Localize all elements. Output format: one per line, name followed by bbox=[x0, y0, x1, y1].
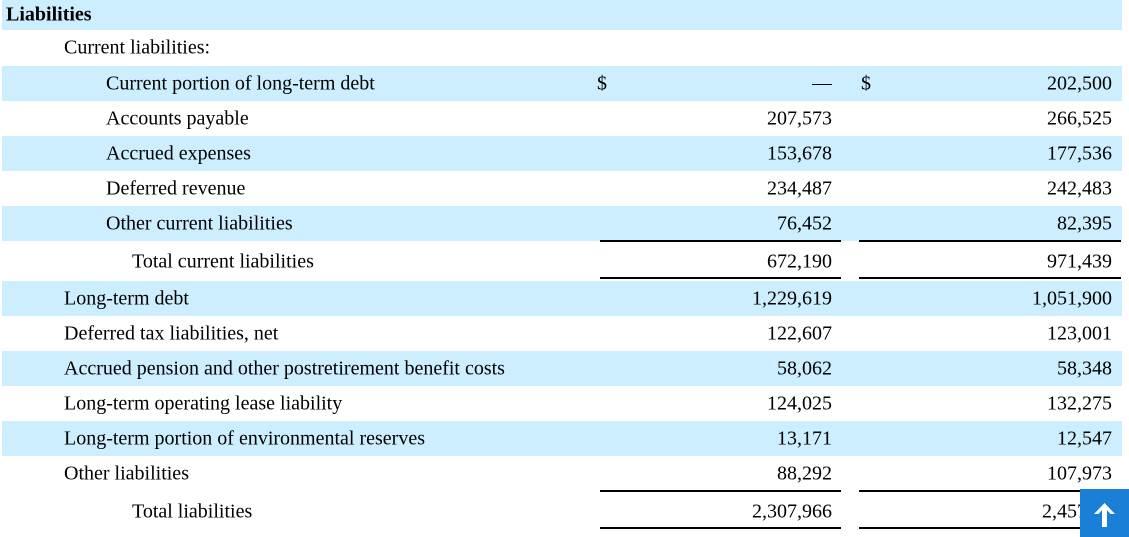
table-row: Accrued pension and other postretirement… bbox=[2, 351, 1122, 386]
value-col1: 124,025 bbox=[767, 392, 832, 414]
value-col1: 153,678 bbox=[767, 142, 832, 164]
row-label: Accounts payable bbox=[106, 107, 249, 129]
table-row: Accrued expenses 153,678 177,536 bbox=[2, 136, 1122, 171]
value-col1: 207,573 bbox=[767, 107, 832, 129]
row-label: Accrued expenses bbox=[106, 142, 251, 164]
table-row: Other current liabilities 76,452 82,395 bbox=[2, 206, 1122, 241]
value-col1: 2,307,966 bbox=[752, 500, 832, 522]
total-rule bbox=[859, 527, 1080, 529]
row-label: Long-term debt bbox=[64, 287, 189, 309]
row-label: Deferred revenue bbox=[106, 177, 246, 199]
value-col2: 132,275 bbox=[1047, 392, 1112, 414]
row-label: Deferred tax liabilities, net bbox=[64, 322, 279, 344]
subtotal-rule bbox=[600, 490, 841, 492]
value-col2: 1,051,900 bbox=[1032, 287, 1112, 309]
value-col1: 76,452 bbox=[777, 212, 832, 234]
value-col2: 58,348 bbox=[1057, 357, 1112, 379]
row-label: Total current liabilities bbox=[132, 250, 314, 272]
currency-symbol: $ bbox=[597, 72, 607, 94]
section-header: Liabilities bbox=[2, 0, 1122, 30]
row-label: Total liabilities bbox=[132, 500, 253, 522]
total-rule bbox=[859, 277, 1121, 279]
value-col1: 58,062 bbox=[777, 357, 832, 379]
value-col2: 202,500 bbox=[1047, 72, 1112, 94]
value-col2: 177,536 bbox=[1047, 142, 1112, 164]
value-col2: 2,457, bbox=[1042, 500, 1092, 522]
table-row: Total current liabilities 672,190 971,43… bbox=[2, 244, 1122, 279]
table-row: Deferred tax liabilities, net 122,607 12… bbox=[2, 316, 1122, 351]
arrow-up-icon bbox=[1094, 503, 1115, 527]
currency-symbol: $ bbox=[861, 72, 871, 94]
value-col1: 13,171 bbox=[777, 427, 832, 449]
value-col2: 266,525 bbox=[1047, 107, 1112, 129]
subheader-row: Current liabilities: bbox=[2, 30, 1122, 65]
subtotal-rule bbox=[859, 240, 1121, 242]
table-row: Total liabilities 2,307,966 2,457, bbox=[2, 494, 1122, 529]
row-label: Current portion of long-term debt bbox=[106, 72, 375, 94]
table-row: Long-term debt 1,229,619 1,051,900 bbox=[2, 281, 1122, 316]
value-col2: 82,395 bbox=[1057, 212, 1112, 234]
table-row: Long-term portion of environmental reser… bbox=[2, 421, 1122, 456]
subtotal-rule bbox=[600, 240, 841, 242]
table-row: Accounts payable 207,573 266,525 bbox=[2, 101, 1122, 136]
value-col1: 234,487 bbox=[767, 177, 832, 199]
nil-dash bbox=[812, 83, 832, 85]
subtotal-rule bbox=[859, 490, 1121, 492]
current-liabilities-label: Current liabilities: bbox=[64, 36, 211, 58]
value-col2: 12,547 bbox=[1057, 427, 1112, 449]
value-col2: 107,973 bbox=[1047, 462, 1112, 484]
table-row: Deferred revenue 234,487 242,483 bbox=[2, 171, 1122, 206]
value-col1: 672,190 bbox=[767, 250, 832, 272]
back-to-top-button[interactable] bbox=[1080, 489, 1129, 537]
table-row: Other liabilities 88,292 107,973 bbox=[2, 456, 1122, 491]
value-col2: 242,483 bbox=[1047, 177, 1112, 199]
row-label: Long-term operating lease liability bbox=[64, 392, 343, 414]
value-col2: 971,439 bbox=[1047, 250, 1112, 272]
total-rule bbox=[600, 277, 841, 279]
value-col1: 122,607 bbox=[767, 322, 832, 344]
row-label: Accrued pension and other postretirement… bbox=[64, 357, 505, 379]
section-title: Liabilities bbox=[6, 3, 92, 26]
total-rule bbox=[600, 527, 841, 529]
row-label: Long-term portion of environmental reser… bbox=[64, 427, 425, 449]
table-row: Long-term operating lease liability 124,… bbox=[2, 386, 1122, 421]
table-row: Current portion of long-term debt $ — $ … bbox=[2, 66, 1122, 101]
value-col2: 123,001 bbox=[1047, 322, 1112, 344]
value-col1: 1,229,619 bbox=[752, 287, 832, 309]
value-col1: 88,292 bbox=[777, 462, 832, 484]
row-label: Other liabilities bbox=[64, 462, 189, 484]
row-label: Other current liabilities bbox=[106, 212, 293, 234]
